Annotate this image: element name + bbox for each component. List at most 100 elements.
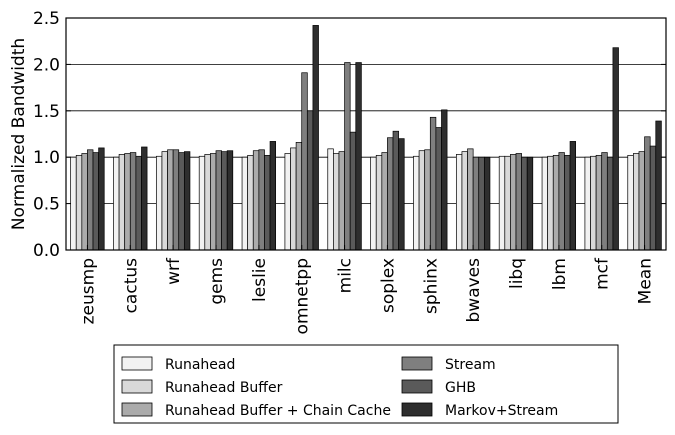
bar-zeusmp-5 (98, 147, 105, 251)
bar-leslie-0 (241, 156, 249, 251)
bar-sphinx-0 (413, 155, 420, 251)
x-tick-label: gems (207, 258, 227, 305)
bar-milc-3 (344, 62, 351, 251)
bar-soplex-3 (387, 137, 394, 251)
bar-omnetpp-0 (284, 153, 291, 251)
bar-milc-2 (338, 151, 345, 251)
y-axis-title: Normalized Bandwidth (9, 38, 29, 230)
bar-gems-4 (221, 151, 228, 251)
y-tick-label: 2.5 (33, 9, 60, 29)
bar-omnetpp-5 (312, 25, 319, 251)
bar-leslie-1 (247, 154, 254, 251)
legend-box (113, 344, 619, 424)
y-tick-label: 1.0 (33, 148, 60, 168)
x-tick-label: bwaves (464, 258, 484, 323)
x-axis: zeusmp cactus wrf gems leslie omnetpp milc sopl… (78, 245, 656, 334)
bar-lbm-0 (541, 156, 549, 251)
bar-bwaves-5 (483, 156, 491, 251)
bar-milc-1 (333, 153, 340, 251)
y-tick-label: 1.5 (33, 102, 60, 122)
bar-sphinx-1 (418, 150, 426, 251)
bar-cactus-3 (129, 152, 137, 251)
x-tick-label: libq (507, 258, 527, 289)
legend-label: GHB (445, 380, 476, 396)
bar-mcf-1 (590, 155, 597, 251)
bar-wrf-0 (155, 155, 163, 251)
bar-soplex-5 (398, 138, 405, 251)
bar-zeusmp-1 (75, 154, 83, 251)
bar-bwaves-1 (461, 151, 468, 251)
bar-gems-5 (226, 150, 234, 251)
y-tick-label: 0.5 (33, 195, 60, 215)
bar-milc-5 (355, 62, 362, 251)
legend-swatch (401, 402, 433, 417)
bar-libq-0 (498, 155, 506, 251)
bar-libq-5 (526, 156, 534, 251)
bar-mcf-3 (601, 152, 608, 251)
bar-mcf-2 (595, 154, 603, 251)
bar-soplex-4 (392, 130, 399, 251)
bar-sphinx-4 (435, 127, 442, 251)
bar-cactus-4 (135, 155, 142, 251)
bar-omnetpp-4 (306, 110, 314, 251)
bar-leslie-5 (269, 141, 277, 251)
bar-leslie-3 (258, 149, 265, 251)
bar-wrf-4 (178, 152, 185, 251)
y-tick-label: 2.0 (33, 55, 60, 75)
bar-zeusmp-4 (92, 152, 99, 251)
x-tick-label: zeusmp (78, 258, 98, 324)
bar-lbm-3 (558, 152, 565, 251)
legend-swatch (121, 402, 153, 417)
legend-swatch (121, 379, 153, 394)
bar-cactus-1 (118, 154, 126, 251)
bar-soplex-1 (375, 154, 383, 251)
bar-bwaves-0 (455, 154, 463, 251)
bar-lbm-4 (564, 154, 571, 251)
bar-mcf-5 (612, 47, 619, 251)
x-tick-label: Mean (636, 258, 656, 304)
x-tick-label: cactus (121, 258, 141, 314)
bar-libq-4 (521, 156, 528, 251)
bar-mean-0 (627, 154, 634, 251)
legend-swatch (121, 356, 153, 371)
x-tick-label: omnetpp (293, 258, 313, 334)
x-tick-label: lbm (550, 258, 570, 290)
bar-gems-2 (210, 153, 217, 251)
bar-cactus-0 (113, 156, 120, 251)
legend-label: Runahead Buffer + Chain Cache (165, 403, 391, 419)
x-tick-label: sphinx (421, 258, 441, 314)
bar-wrf-3 (172, 149, 180, 251)
bar-sphinx-5 (441, 109, 448, 251)
legend-label: Stream (445, 357, 496, 373)
bar-mean-5 (655, 120, 662, 251)
bar-mcf-0 (584, 156, 591, 251)
bar-mcf-4 (606, 156, 614, 251)
y-tick-label: 0.0 (33, 241, 60, 261)
bar-wrf-2 (167, 149, 174, 251)
legend-swatch (401, 379, 433, 394)
bar-cactus-5 (141, 146, 148, 251)
bar-bwaves-3 (472, 156, 480, 251)
bar-lbm-5 (569, 141, 577, 251)
legend-label: Runahead (165, 357, 235, 373)
bar-sphinx-3 (429, 116, 437, 251)
bar-omnetpp-2 (295, 142, 303, 251)
bar-soplex-0 (370, 156, 377, 251)
bar-lbm-2 (552, 154, 560, 251)
bar-bwaves-4 (478, 156, 485, 251)
bar-gems-1 (204, 154, 211, 251)
bar-zeusmp-2 (81, 153, 88, 251)
y-axis: 0.0 0.5 1.0 1.5 2.0 2.5 (33, 9, 666, 261)
legend-label: Runahead Buffer (165, 380, 283, 396)
bar-wrf-1 (161, 151, 168, 251)
bars (70, 25, 662, 251)
bar-libq-1 (504, 155, 511, 251)
bar-gems-0 (198, 155, 206, 251)
bar-lbm-1 (547, 155, 554, 251)
bar-mean-3 (644, 136, 651, 251)
bar-milc-0 (327, 148, 334, 251)
bar-zeusmp-0 (70, 156, 77, 251)
bar-omnetpp-3 (301, 72, 308, 251)
legend: Runahead Runahead Buffer Runahead Buffer +… (113, 344, 619, 424)
